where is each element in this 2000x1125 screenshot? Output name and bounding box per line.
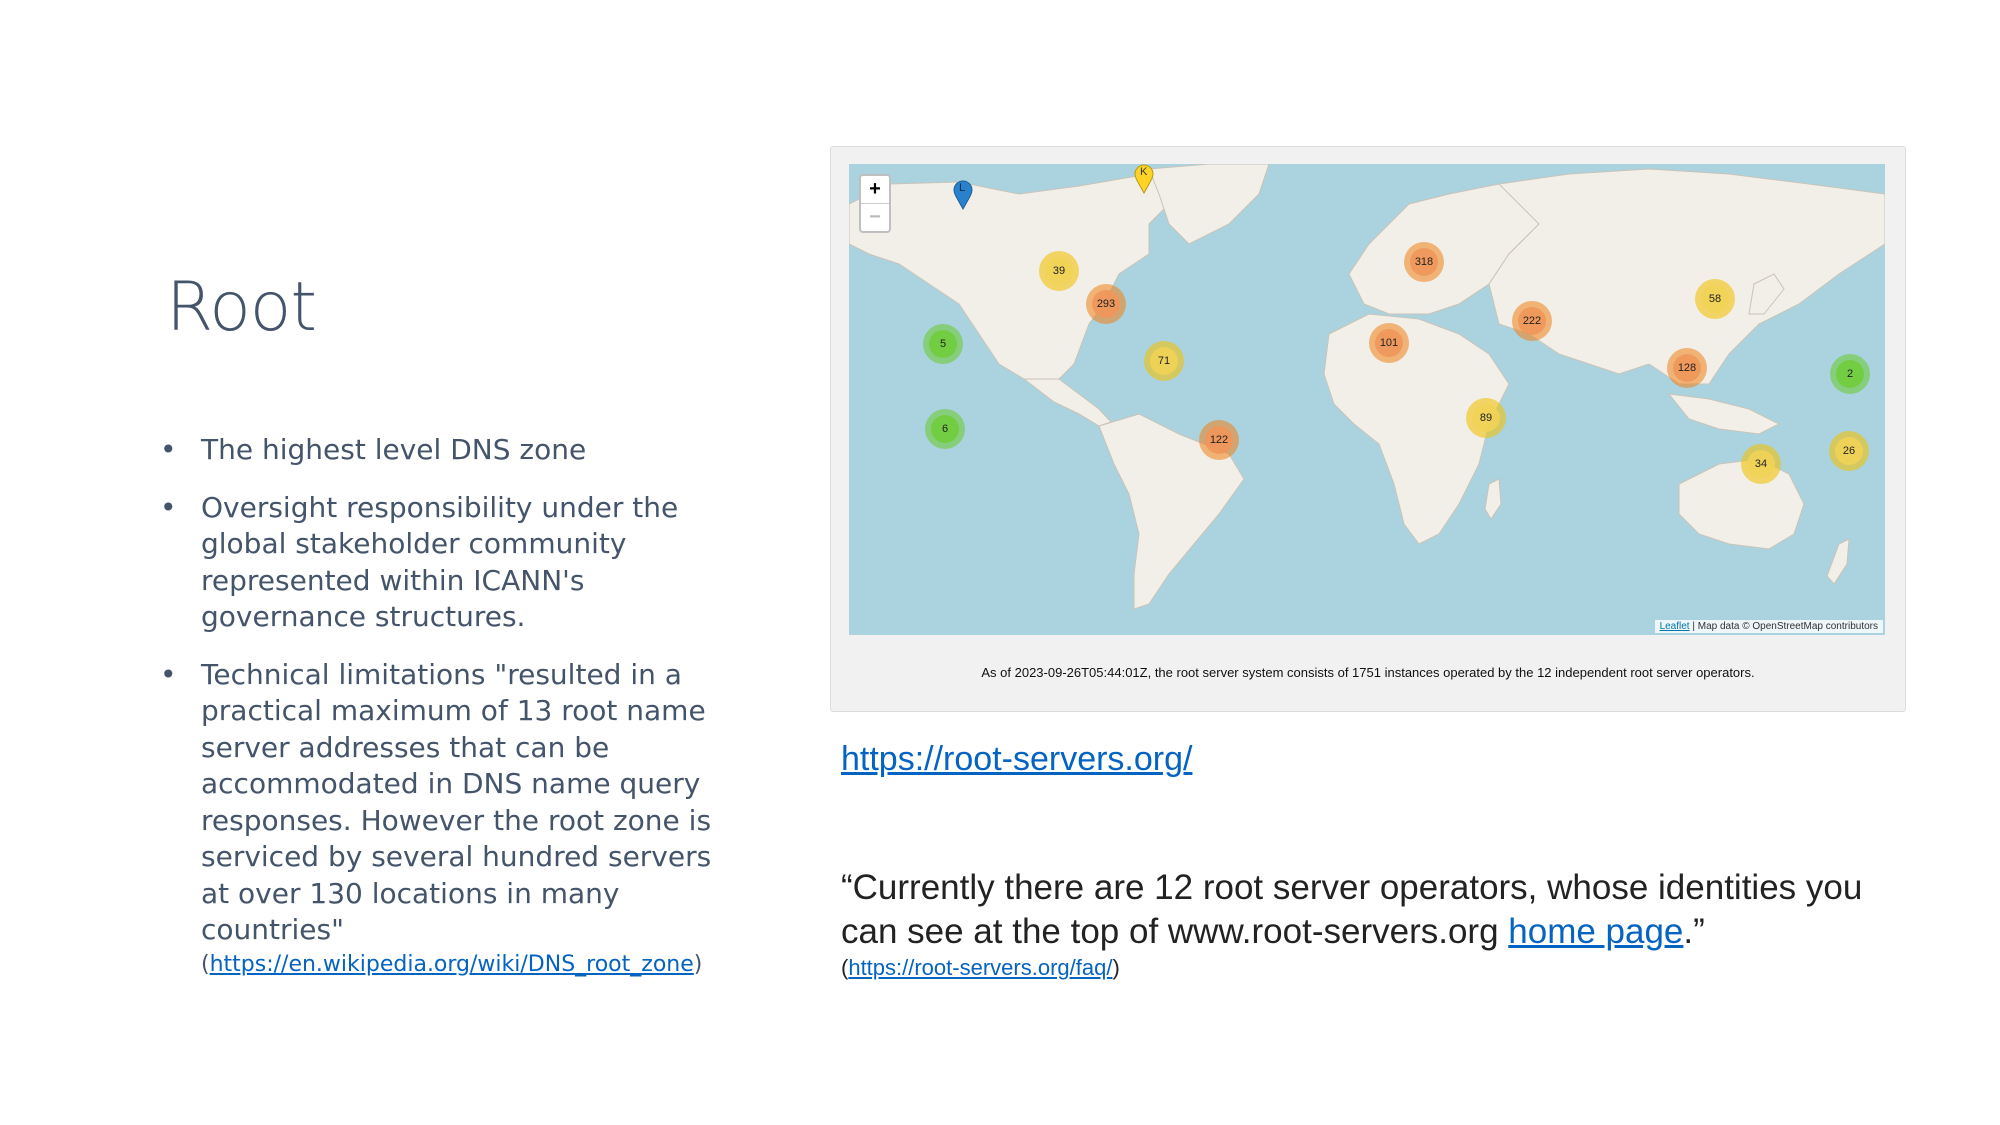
cluster-count: 318 — [1410, 248, 1438, 276]
bullet-item: • Technical limitations "resulted in a p… — [160, 657, 720, 979]
land-greenland — [1148, 164, 1270, 245]
cluster-marker[interactable]: 293 — [1086, 284, 1126, 324]
quote-citation: (https://root-servers.org/faq/) — [841, 955, 1120, 981]
wikipedia-link[interactable]: https://en.wikipedia.org/wiki/DNS_root_z… — [209, 951, 694, 977]
cluster-count: 39 — [1045, 257, 1073, 285]
land-new-zealand — [1826, 538, 1850, 585]
world-map[interactable]: + − 39 293 5 6 71 122 318 101 222 89 58 … — [849, 164, 1885, 635]
land-north-america — [849, 173, 1180, 385]
bullet-item: • Oversight responsibility under the glo… — [160, 490, 720, 636]
cluster-marker[interactable]: 34 — [1741, 444, 1781, 484]
bullet-text: The highest level DNS zone — [201, 433, 587, 466]
cluster-count: 6 — [931, 415, 959, 443]
cluster-count: 5 — [929, 330, 957, 358]
cite-paren-open: ( — [841, 955, 849, 980]
zoom-in-button[interactable]: + — [869, 178, 881, 200]
land-africa — [1323, 313, 1510, 545]
land-madagascar — [1484, 478, 1502, 520]
quote-before: “Currently there are 12 root server oper… — [841, 868, 1863, 951]
bullet-list: • The highest level DNS zone • Oversight… — [160, 432, 720, 1000]
land-central-america — [1022, 378, 1112, 427]
cluster-count: 2 — [1836, 360, 1864, 388]
land-asia — [1488, 168, 1885, 385]
cluster-marker[interactable]: 71 — [1144, 341, 1184, 381]
cluster-marker[interactable]: 26 — [1829, 431, 1869, 471]
cluster-count: 293 — [1092, 290, 1120, 318]
bullet-glyph: • — [160, 490, 177, 524]
cluster-count: 26 — [1835, 437, 1863, 465]
bullet-glyph: • — [160, 657, 177, 691]
bullet-text: Technical limitations "resulted in a pra… — [201, 657, 712, 947]
cluster-marker[interactable]: 318 — [1404, 242, 1444, 282]
cluster-count: 222 — [1518, 307, 1546, 335]
zoom-out-button[interactable]: − — [861, 203, 889, 231]
bullet-text: Oversight responsibility under the globa… — [201, 490, 679, 634]
cite-paren-close: ) — [693, 951, 703, 977]
quote-after: .” — [1683, 912, 1705, 951]
map-pin-icon — [1134, 164, 1154, 194]
home-page-link[interactable]: home page — [1508, 912, 1684, 951]
cluster-marker[interactable]: 122 — [1199, 420, 1239, 460]
map-pin-icon — [953, 180, 973, 210]
land-japan — [1748, 273, 1785, 315]
map-attribution: Leaflet | Map data © OpenStreetMap contr… — [1654, 620, 1883, 633]
cluster-marker[interactable]: 128 — [1667, 348, 1707, 388]
map-caption: As of 2023-09-26T05:44:01Z, the root ser… — [981, 665, 1755, 680]
map-pin-marker[interactable]: L — [953, 180, 973, 210]
land-south-america — [1098, 413, 1245, 610]
cluster-count: 71 — [1150, 347, 1178, 375]
bullet-item: • The highest level DNS zone — [160, 432, 720, 469]
bullet-citation: (https://en.wikipedia.org/wiki/DNS_root_… — [201, 951, 720, 979]
world-map-land — [849, 164, 1885, 610]
pin-label: K — [1140, 166, 1148, 178]
cluster-count: 101 — [1375, 329, 1403, 357]
faq-link[interactable]: https://root-servers.org/faq/ — [848, 955, 1113, 980]
leaflet-link[interactable]: Leaflet — [1659, 621, 1690, 632]
cluster-marker[interactable]: 222 — [1512, 301, 1552, 341]
cluster-count: 34 — [1747, 450, 1775, 478]
cluster-count: 58 — [1701, 285, 1729, 313]
zoom-control: + − — [859, 174, 891, 233]
cluster-marker[interactable]: 101 — [1369, 323, 1409, 363]
cluster-count: 128 — [1673, 354, 1701, 382]
cluster-count: 89 — [1472, 404, 1500, 432]
root-server-map-card: + − 39 293 5 6 71 122 318 101 222 89 58 … — [830, 146, 1906, 712]
cite-paren-open: ( — [201, 951, 210, 977]
map-pin-marker[interactable]: K — [1134, 164, 1154, 194]
cluster-marker[interactable]: 39 — [1039, 251, 1079, 291]
slide-title: Root — [166, 268, 317, 347]
cite-paren-close: ) — [1112, 955, 1120, 980]
cluster-count: 122 — [1205, 426, 1233, 454]
attribution-text: | Map data © OpenStreetMap contributors — [1692, 621, 1878, 632]
land-australia — [1678, 458, 1805, 550]
cluster-marker[interactable]: 58 — [1695, 279, 1735, 319]
root-servers-link[interactable]: https://root-servers.org/ — [841, 740, 1193, 778]
cluster-marker[interactable]: 2 — [1830, 354, 1870, 394]
bullet-glyph: • — [160, 433, 177, 466]
cluster-marker[interactable]: 89 — [1466, 398, 1506, 438]
quote-text: “Currently there are 12 root server oper… — [841, 866, 1911, 954]
pin-label: L — [959, 182, 966, 194]
cluster-marker[interactable]: 5 — [923, 324, 963, 364]
cluster-marker[interactable]: 6 — [925, 409, 965, 449]
land-se-asia — [1667, 393, 1781, 435]
